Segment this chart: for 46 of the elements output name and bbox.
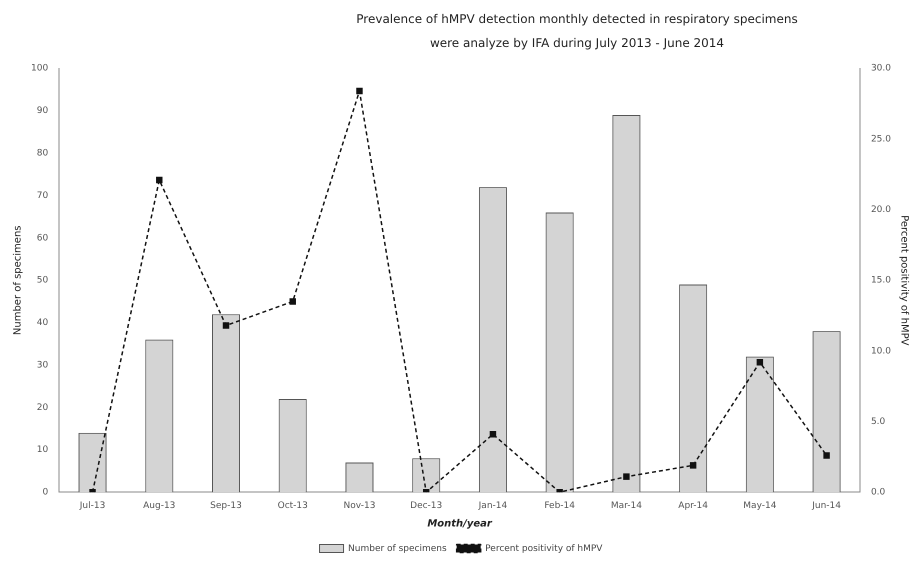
x-tick-label: Jul-13 bbox=[78, 500, 106, 511]
point bbox=[356, 88, 363, 94]
y-tick-label: 100 bbox=[30, 64, 48, 74]
y2-tick-label: 5.0 bbox=[870, 416, 886, 427]
x-tick-label: Nov-13 bbox=[343, 500, 376, 511]
x-tick-label: Mar-14 bbox=[610, 500, 642, 511]
x-tick-label: Aug-13 bbox=[143, 500, 176, 511]
point bbox=[490, 431, 496, 438]
y-tick-label: 10 bbox=[36, 445, 48, 456]
x-tick-label: Feb-14 bbox=[544, 500, 576, 511]
y-tick-label: 20 bbox=[36, 402, 48, 413]
legend-label: Number of specimens bbox=[348, 544, 447, 554]
chart-subtitle: were analyze by IFA during July 2013 - June 2014 bbox=[428, 36, 726, 50]
point bbox=[156, 176, 162, 184]
y2-tick-label: 20.0 bbox=[870, 205, 892, 216]
x-tick-label: May-14 bbox=[743, 500, 777, 511]
point bbox=[290, 298, 296, 305]
legend-label: Percent positivity of hMPV bbox=[485, 544, 604, 554]
y-tick-label: 50 bbox=[36, 276, 48, 286]
y-axis-title: Number of specimens bbox=[12, 225, 24, 336]
point bbox=[823, 452, 830, 459]
y-tick-label: 60 bbox=[36, 233, 48, 244]
y2-tick-label: 25.0 bbox=[870, 134, 892, 144]
y2-tick-label: 15.0 bbox=[870, 276, 892, 286]
x-axis-title: Month/year bbox=[427, 518, 493, 530]
y-tick-label: 80 bbox=[36, 148, 48, 159]
y2-tick-label: 10.0 bbox=[870, 346, 892, 356]
y2-tick-label: 0.0 bbox=[870, 488, 886, 498]
y-tick-label: 70 bbox=[36, 190, 48, 201]
x-tick-label: Sep-13 bbox=[210, 500, 242, 511]
y-tick-label: 90 bbox=[36, 106, 48, 116]
point bbox=[690, 462, 696, 469]
point bbox=[623, 473, 630, 480]
x-tick-label: Dec-13 bbox=[410, 500, 442, 511]
x-tick-label: Jan-14 bbox=[478, 500, 508, 511]
chart-title: Prevalence of hMPV detection monthly detected in respiratory specimens bbox=[355, 12, 799, 26]
x-tick-label: Oct-13 bbox=[278, 500, 308, 511]
point bbox=[756, 359, 764, 366]
x-tick-label: Apr-14 bbox=[678, 500, 708, 511]
point bbox=[222, 322, 230, 329]
x-tick-label: Jun-14 bbox=[811, 500, 842, 511]
y2-tick-label: 30.0 bbox=[870, 64, 892, 74]
y-tick-label: 40 bbox=[36, 318, 48, 328]
y2-axis-title: Percent positivity of hMPV bbox=[898, 215, 910, 346]
y-tick-label: 0 bbox=[42, 488, 48, 498]
y-tick-label: 30 bbox=[36, 360, 48, 370]
